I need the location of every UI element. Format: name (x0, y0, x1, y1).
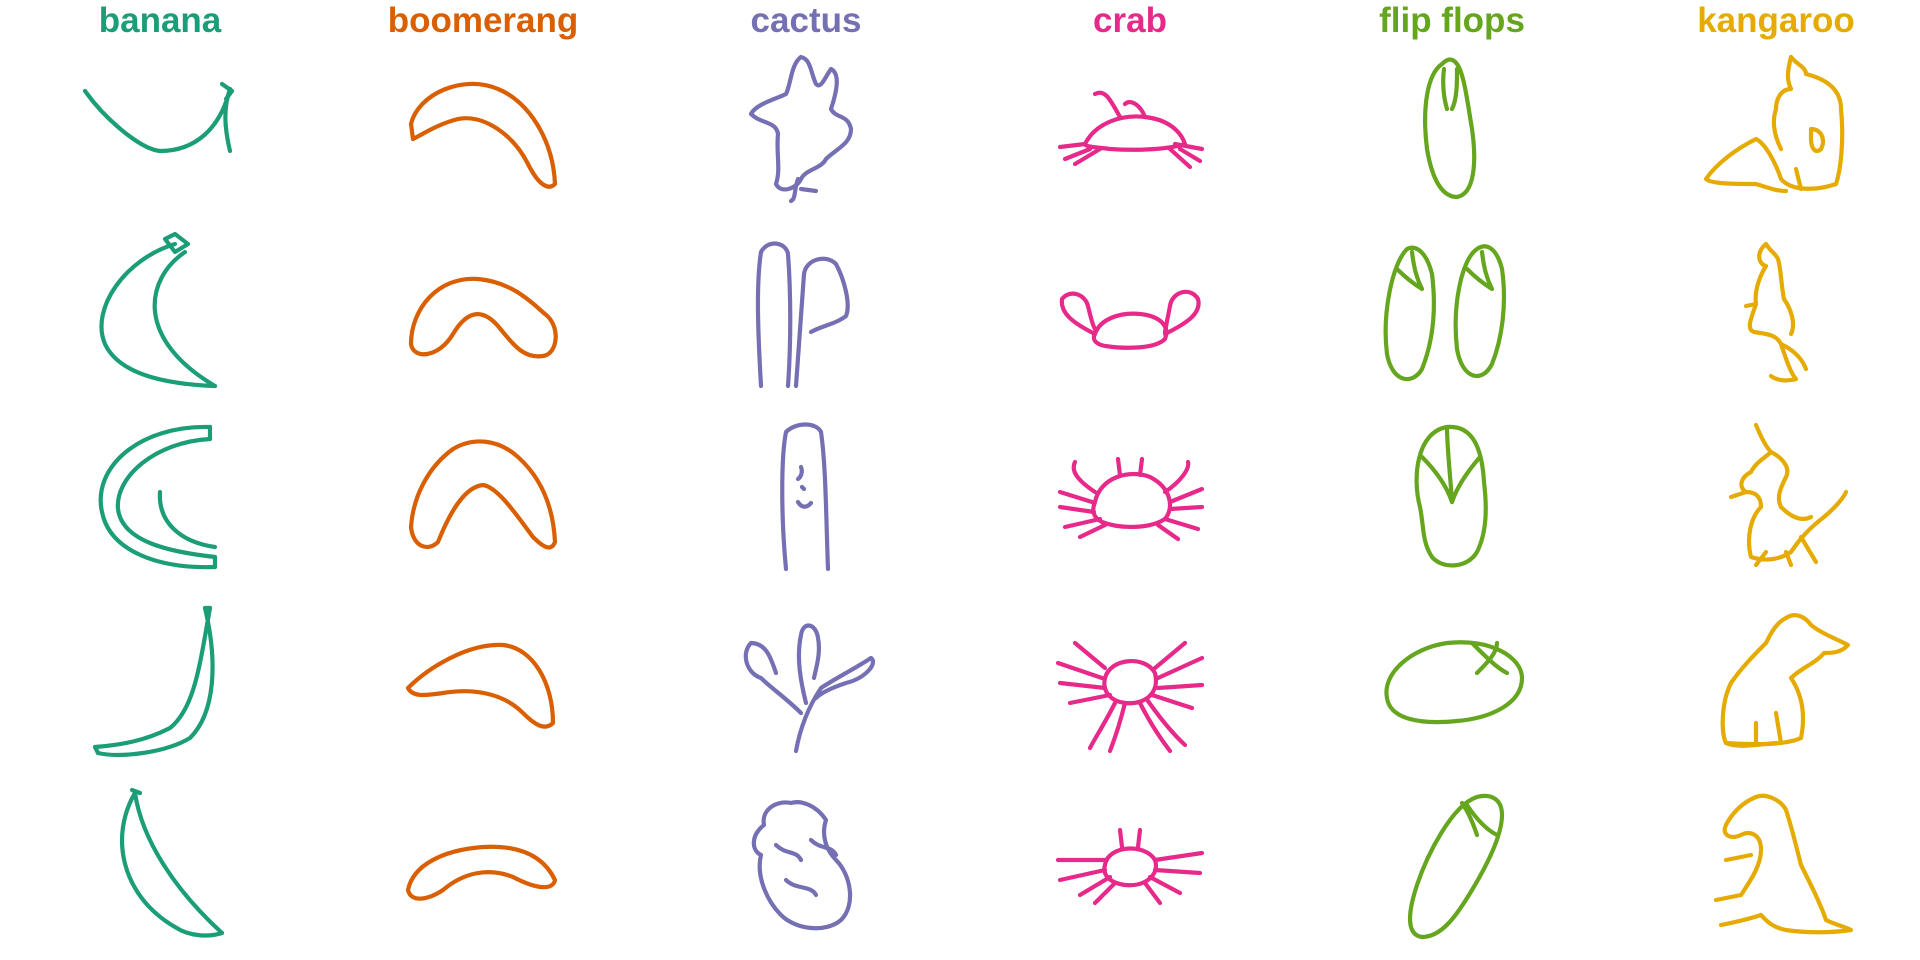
column-title-flip-flops: flip flops (1379, 1, 1525, 40)
kangaroo-sketch-3-icon (1728, 422, 1849, 568)
cactus-sketch-4-icon (743, 623, 875, 754)
flip-flops-sketch-4-icon (1384, 640, 1525, 725)
flip-flops-sketch-1-icon (1423, 57, 1477, 200)
column-title-kangaroo: kangaroo (1697, 1, 1855, 40)
flip-flops-sketch-3-icon (1414, 424, 1488, 568)
banana-sketch-1-icon (82, 81, 235, 154)
boomerang-sketch-4-icon (405, 642, 556, 729)
column-title-cactus: cactus (751, 1, 862, 40)
boomerang-sketch-3-icon (408, 439, 558, 550)
cactus-sketch-3-icon (780, 422, 831, 572)
column-title-banana: banana (99, 1, 222, 40)
crab-sketch-3-icon (1057, 456, 1205, 542)
crab-sketch-5-icon (1055, 827, 1205, 906)
banana-sketch-2-icon (99, 231, 218, 389)
kangaroo-sketch-2-icon (1743, 241, 1809, 383)
banana-sketch-5-icon (119, 787, 225, 938)
banana-sketch-4-icon (92, 605, 215, 757)
column-title-boomerang: boomerang (388, 1, 579, 40)
crab-sketch-2-icon (1059, 289, 1201, 350)
kangaroo-sketch-4-icon (1720, 613, 1851, 748)
boomerang-sketch-5-icon (405, 844, 558, 901)
column-title-crab: crab (1093, 1, 1167, 40)
cactus-sketch-2-icon (755, 241, 850, 389)
boomerang-sketch-2-icon (408, 276, 558, 359)
cactus-sketch-1-icon (748, 54, 854, 204)
kangaroo-sketch-5-icon (1713, 793, 1854, 935)
flip-flops-sketch-5-icon (1407, 793, 1505, 940)
crab-sketch-4-icon (1055, 640, 1205, 754)
flip-flops-sketch-2-icon (1383, 244, 1507, 382)
kangaroo-sketch-1-icon (1703, 54, 1845, 194)
crab-sketch-1-icon (1057, 90, 1205, 170)
banana-sketch-3-icon (98, 424, 218, 570)
cactus-sketch-5-icon (751, 800, 853, 931)
boomerang-sketch-1-icon (408, 81, 558, 189)
